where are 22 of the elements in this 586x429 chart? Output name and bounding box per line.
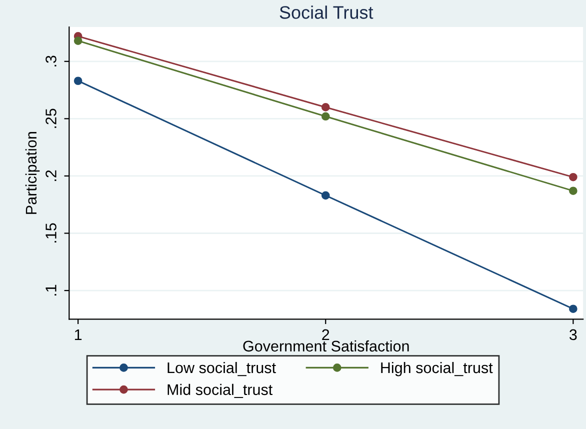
x-tick-label: 2 [322, 329, 330, 340]
y-tick-label: .3 [46, 56, 56, 66]
point [321, 103, 330, 112]
y-tick-label: .15 [46, 223, 56, 242]
y-tick-label: .25 [46, 108, 56, 128]
point [569, 186, 578, 196]
point [569, 304, 578, 314]
y-axis-title: Participation [25, 132, 40, 214]
chart-title: Social Trust [280, 6, 374, 19]
x-tick-label: 1 [74, 329, 82, 340]
point [74, 36, 82, 45]
y-tick-label: .2 [46, 170, 56, 181]
point [74, 76, 82, 86]
x-axis-title: Government Satisfaction [243, 340, 409, 352]
point [321, 191, 330, 200]
legend-label: Mid social_trust [168, 384, 273, 398]
point [569, 172, 578, 182]
legend-label: High social_trust [381, 362, 493, 376]
y-tick-label: .1 [46, 284, 56, 296]
x-tick-label: 3 [570, 329, 577, 340]
point [321, 112, 330, 121]
legend-label: Low social_trust [168, 362, 276, 376]
